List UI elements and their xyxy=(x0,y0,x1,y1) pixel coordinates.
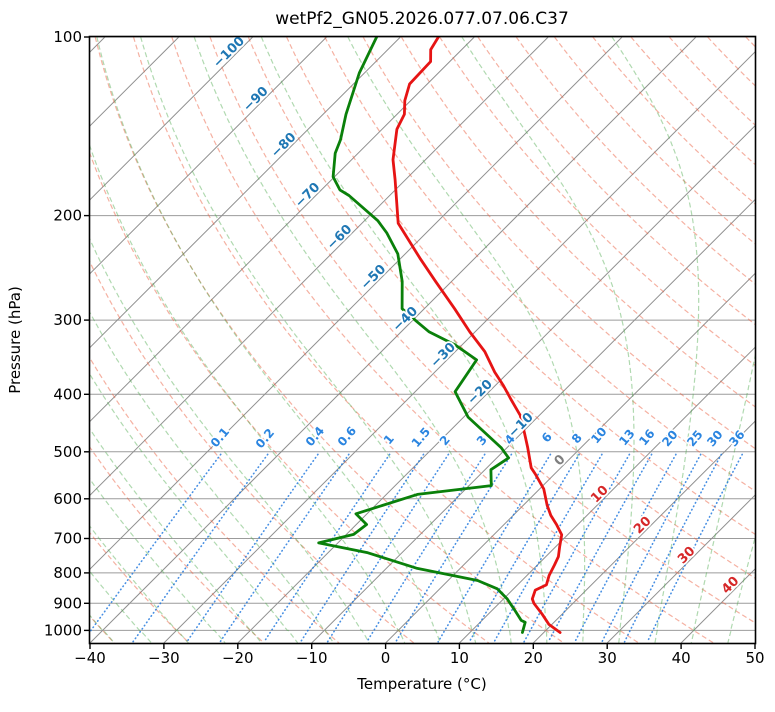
x-tick-label: 0 xyxy=(381,649,391,667)
x-tick-label: 30 xyxy=(598,649,617,667)
y-tick-label: 600 xyxy=(53,490,82,508)
y-tick-label: 200 xyxy=(53,207,82,225)
x-tick-label: 20 xyxy=(524,649,543,667)
chart-title: wetPf2_GN05.2026.077.07.06.C37 xyxy=(275,9,569,29)
y-tick-label: 1000 xyxy=(44,621,82,639)
y-tick-label: 700 xyxy=(53,530,82,548)
x-tick-label: 40 xyxy=(672,649,691,667)
y-tick-label: 300 xyxy=(53,311,82,329)
x-tick-label: 50 xyxy=(745,649,764,667)
x-tick-label: −30 xyxy=(148,649,180,667)
x-axis-label: Temperature (°C) xyxy=(356,675,486,693)
x-tick-label: 10 xyxy=(450,649,469,667)
y-tick-label: 800 xyxy=(53,564,82,582)
y-tick-label: 400 xyxy=(53,385,82,403)
y-tick-label: 500 xyxy=(53,443,82,461)
y-tick-label: 900 xyxy=(53,594,82,612)
x-tick-label: −20 xyxy=(222,649,254,667)
y-tick-label: 100 xyxy=(53,28,82,46)
x-tick-label: −10 xyxy=(296,649,328,667)
x-tick-label: −40 xyxy=(74,649,106,667)
y-axis-label: Pressure (hPa) xyxy=(6,286,24,394)
